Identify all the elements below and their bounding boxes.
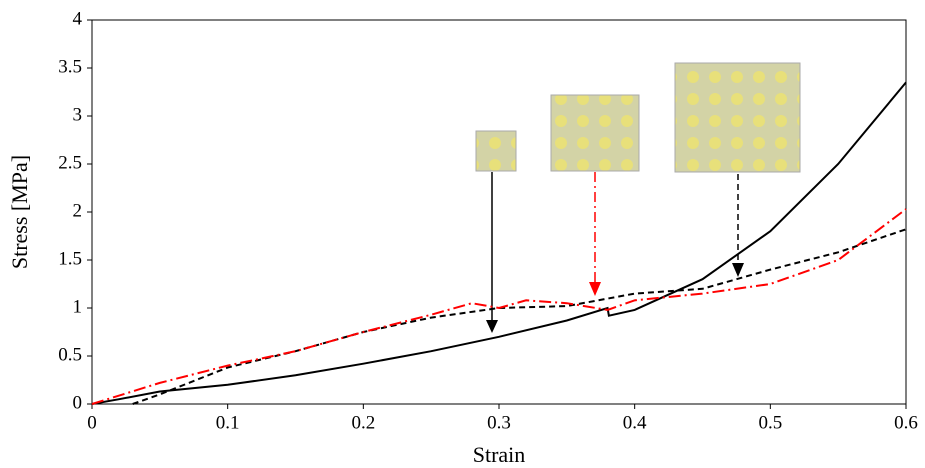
- x-tick-label: 0.1: [216, 412, 240, 433]
- x-tick-label: 0.3: [487, 412, 511, 433]
- y-tick-label: 0: [73, 392, 83, 413]
- arrow-head: [486, 320, 498, 333]
- series-line: [91, 208, 907, 405]
- y-axis-label: Stress [MPa]: [7, 155, 32, 269]
- specimen-image: [550, 94, 640, 172]
- specimen-images: [475, 62, 801, 173]
- y-tick-label: 1.5: [58, 248, 82, 269]
- specimen-image: [475, 130, 517, 172]
- y-tick-label: 2.5: [58, 152, 82, 173]
- y-tick-label: 0.5: [58, 344, 82, 365]
- x-tick-label: 0.2: [351, 412, 375, 433]
- y-tick-label: 3: [73, 104, 83, 125]
- y-tick-label: 3.5: [58, 56, 82, 77]
- arrow-head: [732, 263, 744, 277]
- x-axis-label: Strain: [473, 442, 526, 467]
- arrow-head: [589, 282, 601, 296]
- specimen-image: [674, 62, 801, 173]
- y-tick-label: 4: [73, 8, 83, 29]
- x-tick-label: 0.4: [623, 412, 647, 433]
- x-tick-label: 0.5: [758, 412, 782, 433]
- arrows: [486, 172, 744, 333]
- series-line: [132, 228, 907, 405]
- x-tick-label: 0: [87, 412, 97, 433]
- y-tick-label: 2: [73, 200, 83, 221]
- x-tick-label: 0.6: [894, 412, 918, 433]
- y-tick-label: 1: [73, 296, 83, 317]
- series-line: [91, 81, 907, 405]
